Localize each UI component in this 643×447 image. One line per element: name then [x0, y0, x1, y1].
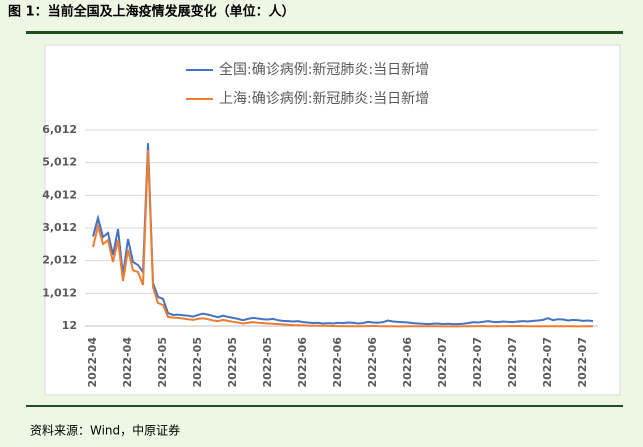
x-tick-label: 2022-07	[436, 337, 449, 388]
x-tick-label: 2022-06	[401, 337, 414, 388]
x-tick-label: 2022-05	[226, 337, 239, 388]
title-rule	[26, 31, 623, 34]
y-tick-label: 12	[62, 319, 77, 332]
y-tick-label: 6,012	[42, 123, 77, 136]
y-tick-label: 4,012	[42, 188, 77, 201]
series-line	[92, 149, 594, 328]
x-tick-label: 2022-05	[156, 337, 169, 388]
chart-area	[44, 44, 621, 396]
x-tick-label: 2022-06	[331, 337, 344, 388]
legend-label: 上海:确诊病例:新冠肺炎:当日新增	[219, 91, 429, 107]
x-tick-label: 2022-06	[296, 337, 309, 388]
x-tick-label: 2022-07	[541, 337, 554, 388]
x-tick-label: 2022-06	[366, 337, 379, 388]
footer-rule	[26, 405, 623, 407]
x-tick-label: 2022-04	[86, 337, 99, 388]
y-tick-label: 1,012	[42, 286, 77, 299]
y-tick-label: 3,012	[42, 221, 77, 234]
legend-label: 全国:确诊病例:新冠肺炎:当日新增	[219, 61, 429, 78]
page-title: 图 1：当前全国及上海疫情发展变化（单位：人）	[8, 4, 295, 20]
y-tick-label: 5,012	[42, 156, 77, 169]
x-tick-label: 2022-07	[506, 337, 519, 388]
x-tick-label: 2022-07	[576, 337, 589, 388]
series-line	[92, 143, 594, 326]
x-tick-label: 2022-05	[261, 337, 274, 388]
x-tick-label: 2022-05	[191, 337, 204, 388]
source-note: 资料来源：Wind，中原证券	[30, 423, 180, 438]
x-tick-label: 2022-04	[121, 337, 134, 388]
y-tick-label: 2,012	[42, 254, 77, 267]
x-tick-label: 2022-07	[471, 337, 484, 388]
